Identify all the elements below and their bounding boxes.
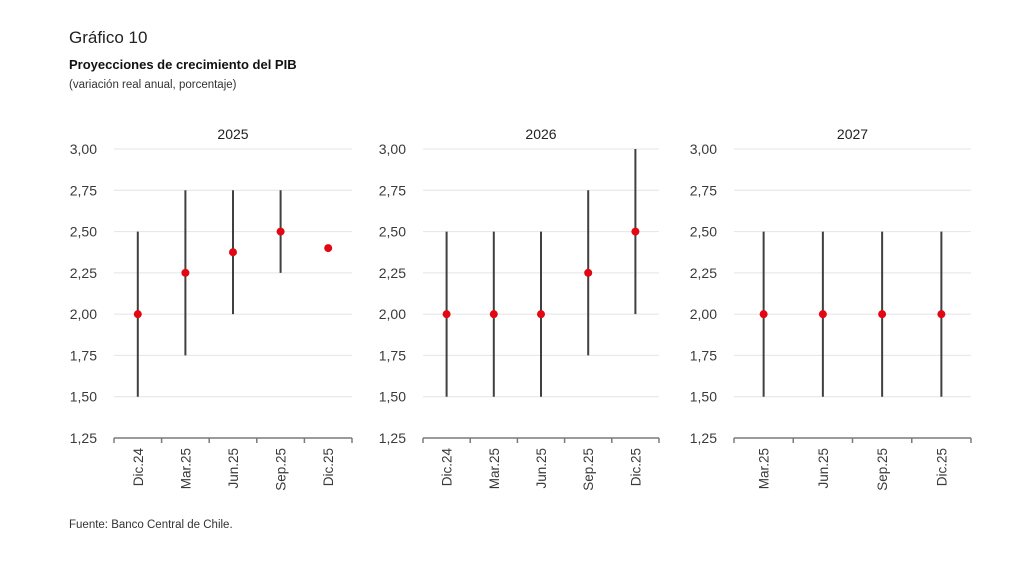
point-marker — [631, 227, 640, 236]
y-tick-label: 1,25 — [379, 430, 406, 446]
x-tick-label: Mar.25 — [178, 448, 193, 489]
point-marker — [537, 310, 545, 319]
y-tick-label: 1,75 — [70, 347, 97, 363]
point-marker — [324, 244, 333, 253]
y-tick-label: 1,50 — [379, 389, 406, 405]
chart-number: Gráfico 10 — [69, 28, 148, 47]
x-tick-label: Jun.25 — [226, 448, 241, 489]
chart-title: Proyecciones de crecimiento del PIB — [69, 57, 297, 72]
point-marker — [133, 310, 142, 319]
point-marker — [584, 268, 593, 277]
x-tick-label: Jun.25 — [816, 448, 831, 489]
y-tick-label: 3,00 — [70, 141, 97, 157]
y-tick-label: 2,25 — [70, 265, 97, 281]
x-tick-label: Sep.25 — [581, 448, 596, 491]
x-tick-label: Mar.25 — [757, 448, 772, 489]
x-tick-label: Dic.25 — [934, 448, 949, 486]
x-tick-label: Dic.25 — [321, 448, 336, 486]
y-tick-label: 2,50 — [690, 224, 717, 240]
point-marker — [818, 310, 827, 319]
y-tick-label: 2,50 — [379, 224, 406, 240]
panel-2026: 2026 1,25 1,50 1,75 2,00 2,25 2,50 2,75 3,00 Dic.… — [379, 126, 660, 491]
y-tick-label: 2,75 — [70, 182, 97, 198]
point-marker — [442, 310, 451, 319]
y-tick-label: 2,00 — [379, 306, 406, 322]
source-note: Fuente: Banco Central de Chile. — [69, 519, 233, 531]
x-tick-label: Mar.25 — [487, 448, 502, 489]
y-tick-label: 1,50 — [70, 389, 97, 405]
point-marker — [276, 227, 285, 236]
y-tick-label: 2,00 — [70, 306, 97, 322]
point-marker — [489, 310, 498, 319]
x-tick-label: Dic.24 — [440, 448, 455, 487]
panel-2025: 2025 1,25 1,50 1,75 2,00 2,25 2,50 2,75 3,00 Dic.… — [70, 126, 353, 491]
y-tick-label: 2,25 — [690, 265, 717, 281]
x-tick-label: Dic.25 — [628, 448, 643, 486]
y-tick-label: 3,00 — [379, 141, 406, 157]
panel-title: 2027 — [837, 126, 868, 142]
point-marker — [878, 310, 887, 319]
y-tick-label: 2,75 — [379, 182, 406, 198]
panel-title: 2026 — [525, 126, 556, 142]
x-tick-label: Dic.24 — [131, 448, 146, 487]
point-marker — [937, 310, 946, 319]
y-tick-label: 2,50 — [70, 224, 97, 240]
y-tick-label: 1,25 — [70, 430, 97, 446]
panel-title: 2025 — [217, 126, 248, 142]
point-marker — [181, 268, 190, 277]
x-tick-label: Sep.25 — [875, 448, 890, 491]
chart-subtitle: (variación real anual, porcentaje) — [69, 79, 237, 91]
x-tick-label: Sep.25 — [274, 448, 289, 491]
point-marker — [759, 310, 768, 319]
y-tick-label: 1,75 — [690, 347, 717, 363]
y-tick-label: 2,75 — [690, 182, 717, 198]
point-marker — [229, 248, 237, 257]
panel-2027: 2027 1,25 1,50 1,75 2,00 2,25 2,50 2,75 3,00 Mar.… — [690, 126, 972, 491]
y-tick-label: 2,00 — [690, 306, 717, 322]
y-tick-label: 1,50 — [690, 389, 717, 405]
y-tick-label: 2,25 — [379, 265, 406, 281]
x-tick-label: Jun.25 — [534, 448, 549, 489]
y-tick-label: 1,25 — [690, 430, 717, 446]
y-tick-label: 1,75 — [379, 347, 406, 363]
y-tick-label: 3,00 — [690, 141, 717, 157]
